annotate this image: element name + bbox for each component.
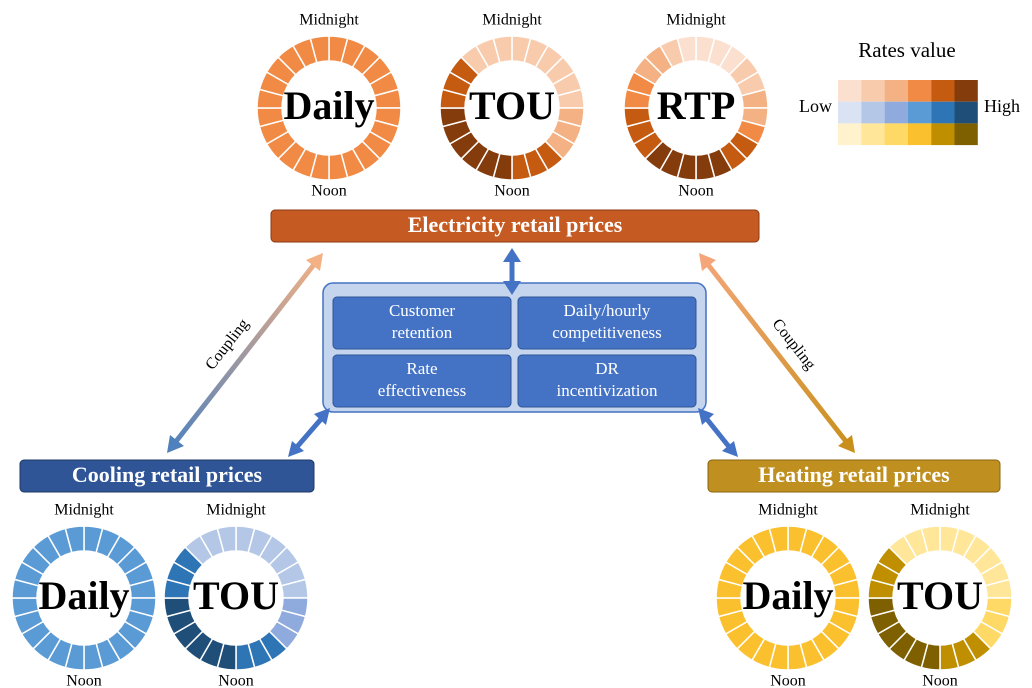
legend-swatch bbox=[931, 101, 955, 124]
ring-top: Midnight bbox=[482, 12, 542, 29]
metric-box bbox=[332, 354, 512, 408]
ring-segment bbox=[920, 525, 941, 554]
metric-box bbox=[517, 354, 697, 408]
legend-swatch bbox=[884, 101, 908, 124]
ring-label: Daily bbox=[38, 573, 129, 618]
metric-text: competitiveness bbox=[552, 323, 662, 342]
metric-box bbox=[517, 296, 697, 350]
heating-banner-text: Heating retail prices bbox=[758, 462, 950, 487]
ring-top: Midnight bbox=[758, 502, 818, 519]
ring-label: Daily bbox=[742, 573, 833, 618]
metric-text: Daily/hourly bbox=[564, 301, 651, 320]
ring-segment bbox=[676, 35, 697, 64]
ring-top: Midnight bbox=[910, 502, 970, 519]
coupling-label: Coupling bbox=[202, 316, 252, 373]
ring-label: RTP bbox=[657, 83, 736, 128]
ring-bottom: Noon bbox=[678, 183, 714, 200]
ring-bottom: Noon bbox=[311, 183, 347, 200]
legend-swatch bbox=[931, 80, 955, 102]
coupling-label: Coupling bbox=[769, 316, 819, 373]
legend-low: Low bbox=[799, 96, 832, 116]
metric-text: DR bbox=[595, 359, 619, 378]
legend-title: Rates value bbox=[858, 38, 955, 62]
metric-box bbox=[332, 296, 512, 350]
ring-top: Midnight bbox=[666, 12, 726, 29]
legend-swatch bbox=[931, 123, 955, 146]
ring-segment bbox=[64, 525, 85, 554]
legend-swatch bbox=[907, 101, 932, 124]
metric-text: incentivization bbox=[556, 381, 658, 400]
ring-top: Midnight bbox=[54, 502, 114, 519]
ring-segment bbox=[492, 35, 513, 64]
ring-segment bbox=[309, 35, 330, 64]
ring-bottom: Noon bbox=[494, 183, 530, 200]
legend-swatch bbox=[954, 101, 978, 124]
ring-bottom: Noon bbox=[66, 673, 102, 688]
legend-swatch bbox=[861, 101, 885, 124]
legend-swatch bbox=[954, 123, 978, 146]
legend-high: High bbox=[984, 96, 1020, 116]
metric-text: effectiveness bbox=[378, 381, 466, 400]
electricity-banner-text: Electricity retail prices bbox=[408, 212, 623, 237]
legend-swatch bbox=[884, 80, 908, 102]
metric-text: Rate bbox=[406, 359, 437, 378]
electricity-banner bbox=[270, 209, 760, 243]
legend-swatch bbox=[838, 123, 862, 146]
ring-label: Daily bbox=[283, 83, 374, 128]
legend-swatch bbox=[954, 80, 978, 102]
ring-bottom: Noon bbox=[922, 673, 958, 688]
legend-swatch bbox=[861, 80, 885, 102]
legend-swatch bbox=[907, 80, 932, 102]
ring-bottom: Noon bbox=[770, 673, 806, 688]
ring-label: TOU bbox=[193, 573, 279, 618]
ring-bottom: Noon bbox=[218, 673, 254, 688]
metric-text: Customer bbox=[389, 301, 455, 320]
metric-text: retention bbox=[392, 323, 453, 342]
cooling-banner-text: Cooling retail prices bbox=[72, 462, 263, 487]
legend-swatch bbox=[861, 123, 885, 146]
ring-label: TOU bbox=[469, 83, 555, 128]
heating-banner bbox=[707, 459, 1001, 493]
legend-swatch bbox=[838, 101, 862, 124]
ring-segment bbox=[768, 525, 789, 554]
cooling-banner bbox=[19, 459, 315, 493]
ring-segment bbox=[216, 525, 237, 554]
arrows bbox=[167, 248, 855, 457]
ring-label: TOU bbox=[897, 573, 983, 618]
legend-swatch bbox=[884, 123, 908, 146]
ring-top: Midnight bbox=[299, 12, 359, 29]
legend-swatch bbox=[907, 123, 932, 146]
ring-top: Midnight bbox=[206, 502, 266, 519]
legend-swatch bbox=[838, 80, 862, 102]
